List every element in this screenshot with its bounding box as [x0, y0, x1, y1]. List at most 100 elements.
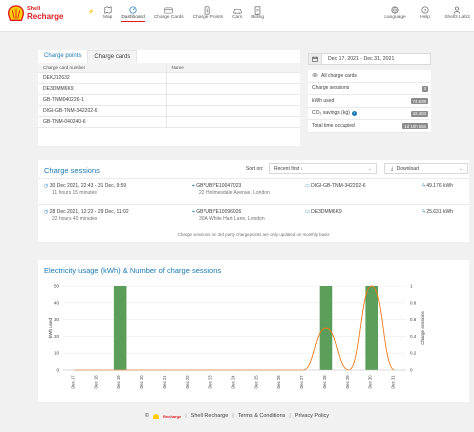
- brand-name: Shell Recharge ⚡: [27, 6, 94, 21]
- sort-select[interactable]: Recent first ↓ ⌄: [269, 163, 377, 174]
- x-tick-label: Dec 21: [162, 375, 167, 389]
- footer-shell-logo-icon: [152, 413, 159, 419]
- stat-label: kWh used: [312, 97, 335, 104]
- session-duration: 11 hours 15 minutes: [52, 190, 97, 196]
- session-duration: 22 hours 40 minutes: [52, 216, 98, 222]
- session-card-text: DE3DMM6K9: [311, 209, 342, 215]
- x-tick-label: Dec 25: [253, 375, 258, 389]
- nav-label: Billing: [251, 15, 265, 20]
- y-tick-label: 0: [56, 368, 59, 373]
- nav-label: Charge Cards: [153, 15, 184, 20]
- charge-cards-table: Charge card number Name DEKJ12632 DE3DMM6…: [38, 63, 300, 128]
- stat-row: Total time occupied 1d 10h 55s: [308, 120, 431, 133]
- brand-top: Shell: [27, 6, 41, 12]
- session-energy: ϟ 25.631 kWh: [422, 209, 453, 215]
- help-menu[interactable]: ? Help: [410, 5, 440, 20]
- all-charge-cards-toggle[interactable]: All charge cards: [308, 70, 431, 83]
- nav-right: Language ? Help Shell3 Lab3: [380, 5, 474, 20]
- stat-value-badge: 3: [421, 85, 428, 92]
- download-button[interactable]: ⤓ Download ⌄: [384, 163, 468, 174]
- language-label: Language: [384, 15, 406, 20]
- billing-icon: [254, 5, 261, 15]
- footer-link-terms[interactable]: Terms & Conditions: [237, 413, 286, 419]
- nav-item-cars[interactable]: Cars: [232, 5, 242, 22]
- table-row[interactable]: DIGI-GB-TNM-342202-6: [38, 105, 300, 117]
- session-time: ◷ 28 Dec 2021, 12:22 - 29 Dec, 11:02: [44, 209, 129, 215]
- column-header-name[interactable]: Name: [166, 63, 300, 73]
- stat-label: Total time occupied: [312, 122, 355, 129]
- stat-value-badge: 74.939: [410, 98, 428, 104]
- nav-label: Map: [103, 15, 113, 20]
- clock-icon: ◷: [44, 209, 49, 215]
- session-energy-text: 25.631 kWh: [426, 209, 453, 215]
- help-label: Help: [420, 15, 430, 20]
- charge-cards-panel: Charge points Charge cards Charge card n…: [38, 50, 300, 146]
- map-icon: [104, 5, 112, 15]
- all-charge-cards-label: All charge cards: [321, 72, 357, 79]
- language-menu[interactable]: Language: [380, 5, 410, 20]
- y2-tick-label: 0.8: [410, 300, 417, 305]
- footer: © Recharge | Shell Recharge | Terms & Co…: [144, 413, 330, 419]
- footer-link-privacy[interactable]: Privacy Policy: [294, 413, 330, 419]
- tab-charge-points[interactable]: Charge points: [44, 53, 82, 59]
- table-row[interactable]: GB-TNM-040240-6: [38, 116, 300, 128]
- x-tick-label: Dec 29: [345, 375, 350, 389]
- tab-charge-cards[interactable]: Charge cards: [87, 50, 138, 63]
- x-tick-label: Dec 27: [299, 375, 304, 389]
- table-row[interactable]: DE3DMM6K9: [38, 83, 300, 95]
- session-charge-point: ⌖ GB*UBI*E10047023: [192, 183, 241, 189]
- session-point-text: GB*UBI*E10047023: [196, 183, 242, 189]
- session-row[interactable]: ◷ 30 Dec 2021, 22:43 - 31 Dec, 9:59 11 ho…: [38, 178, 469, 204]
- session-energy-text: 49.176 kWh: [426, 183, 453, 189]
- column-header-card-number[interactable]: Charge card number: [38, 63, 167, 73]
- x-tick-label: Dec 18: [93, 375, 98, 389]
- card-name-cell: [166, 83, 300, 95]
- session-charge-point: ⌖ GB*UBI*E10096026: [192, 209, 241, 215]
- x-tick-label: Dec 26: [276, 375, 281, 389]
- nav-label: Cars: [232, 15, 243, 20]
- table-row[interactable]: DEKJ12632: [38, 72, 300, 84]
- stat-label: Charge sessions: [312, 85, 350, 92]
- car-icon: [233, 5, 242, 15]
- bar-dec-19: [113, 286, 127, 370]
- nav-item-billing[interactable]: Billing: [251, 5, 264, 22]
- main-nav: Map Dashboard Charge Cards Charge Points Car…: [103, 5, 273, 22]
- table-header-row: Charge card number Name: [38, 63, 300, 73]
- chart-title: Electricity usage (kWh) & Number of char…: [44, 266, 222, 275]
- y-tick-label: 50: [54, 284, 60, 289]
- x-tick-label: Dec 24: [231, 375, 236, 389]
- nav-item-charge-points[interactable]: Charge Points: [193, 5, 223, 22]
- x-tick-label: Dec 30: [368, 375, 373, 389]
- date-range-picker[interactable]: Dec 17, 2021 - Dec 31, 2021: [308, 53, 431, 65]
- nav-label: Dashboard: [121, 15, 145, 22]
- session-row[interactable]: ◷ 28 Dec 2021, 12:22 - 29 Dec, 11:02 22 h…: [38, 204, 469, 230]
- y-tick-label: 10: [54, 351, 60, 356]
- panel-tabs: Charge points Charge cards: [38, 50, 138, 63]
- card-name-cell: [166, 94, 300, 106]
- x-tick-label: Dec 17: [70, 375, 75, 389]
- card-name-cell: [166, 72, 300, 84]
- signal-icon: ⚡: [88, 9, 95, 15]
- nav-item-charge-cards[interactable]: Charge Cards: [154, 5, 184, 22]
- stat-row: CO₂ savings (kg) i 42.403: [308, 108, 431, 120]
- footer-link-shell-recharge[interactable]: Shell Recharge: [190, 413, 229, 419]
- y2-tick-label: 0: [410, 368, 413, 373]
- stat-label: CO₂ savings (kg): [312, 110, 350, 117]
- user-icon: [453, 5, 461, 15]
- calendar-icon: [309, 54, 322, 64]
- footer-recharge-logo-icon: Recharge: [162, 413, 182, 419]
- x-tick-label: Dec 19: [116, 375, 121, 389]
- shell-logo-icon[interactable]: [7, 5, 25, 23]
- chevron-down-icon: ⌄: [367, 166, 372, 172]
- info-icon[interactable]: i: [351, 110, 357, 116]
- y-tick-label: 30: [54, 317, 60, 322]
- nav-item-map[interactable]: Map: [103, 5, 112, 22]
- session-time-text: 28 Dec 2021, 12:22 - 29 Dec, 11:02: [49, 209, 129, 215]
- account-menu[interactable]: Shell3 Lab3: [440, 5, 474, 20]
- table-row[interactable]: GB-TNM040226-1: [38, 94, 300, 106]
- nav-item-dashboard[interactable]: Dashboard: [121, 5, 145, 22]
- card-number-cell: DEKJ12632: [38, 72, 167, 84]
- sort-value: Recent first ↓: [274, 166, 304, 172]
- y-axis-label: kWh used: [48, 318, 53, 339]
- stat-row: Charge sessions 3: [308, 83, 431, 95]
